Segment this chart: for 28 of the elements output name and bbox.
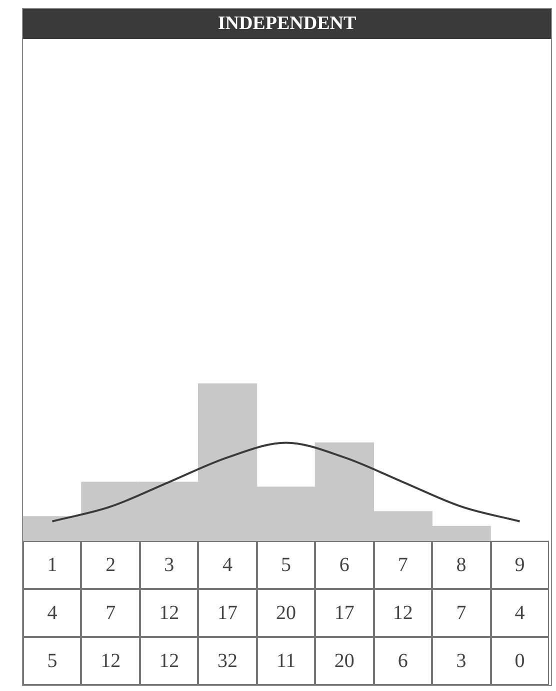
data-label: 17 (198, 589, 257, 637)
x-tick-label: 1 (23, 541, 82, 589)
data-label: 4 (23, 589, 82, 637)
x-tick-label: 8 (432, 541, 490, 589)
x-tick-label: 2 (81, 541, 140, 589)
x-tick-label: 6 (315, 541, 374, 589)
data-label: 17 (315, 589, 374, 637)
data-label: 12 (140, 637, 198, 685)
data-label: 12 (81, 637, 140, 685)
x-tick-label: 5 (256, 541, 316, 589)
x-tick-label: 9 (490, 541, 549, 589)
data-label: 4 (490, 589, 549, 637)
data-label: 12 (374, 589, 432, 637)
data-label: 6 (374, 637, 432, 685)
data-label: 11 (256, 637, 316, 685)
data-label: 7 (432, 589, 490, 637)
data-label: 32 (198, 637, 257, 685)
data-label: 12 (140, 589, 198, 637)
data-label: 5 (23, 637, 82, 685)
data-label: 20 (256, 589, 316, 637)
data-label: 0 (490, 637, 549, 685)
data-label: 7 (81, 589, 140, 637)
data-label: 20 (315, 637, 374, 685)
x-tick-label: 3 (140, 541, 198, 589)
chart-title: INDEPENDENT (23, 9, 551, 39)
x-tick-label: 7 (374, 541, 432, 589)
x-tick-label: 4 (198, 541, 257, 589)
data-label: 3 (432, 637, 490, 685)
